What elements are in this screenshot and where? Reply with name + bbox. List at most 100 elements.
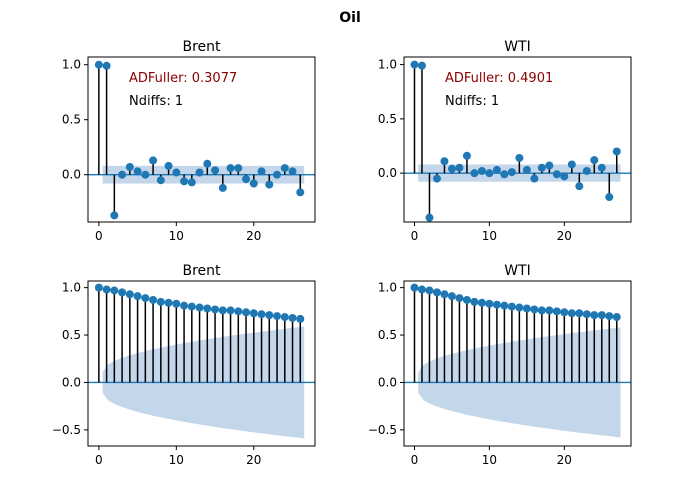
x-tick-label: 0 [411,453,419,467]
marker-lag-11 [180,177,189,186]
marker-lag-20 [249,309,258,318]
marker-lag-4 [125,163,134,171]
marker-lag-7 [149,156,158,165]
marker-lag-20 [560,308,569,317]
axes-frame [403,56,632,223]
marker-lag-21 [257,310,266,319]
marker-lag-26 [296,188,305,197]
marker-lag-0 [410,60,419,69]
marker-lag-8 [470,169,479,178]
marker-lag-4 [440,290,449,299]
y-tick-label: 1.0 [378,58,397,72]
marker-lag-8 [156,176,165,185]
marker-lag-26 [605,193,614,202]
marker-lag-2 [110,286,119,295]
marker-lag-22 [575,182,584,191]
marker-lag-12 [500,301,509,310]
marker-lag-2 [110,211,119,220]
x-tick-label: 10 [482,453,497,467]
marker-lag-17 [537,163,546,172]
y-tick-label: 1.0 [62,58,81,72]
y-tick-label: −0.5 [368,423,397,437]
marker-lag-3 [118,288,127,297]
marker-lag-22 [575,309,584,318]
marker-lag-21 [567,309,576,318]
marker-lag-14 [203,304,212,313]
panel-acf-wti: 0 10 20 0.0 0.5 1.0 WTI ADFuller: 0.4901 Ndiffs:… [378,39,632,243]
marker-lag-10 [172,299,181,308]
marker-lag-16 [530,305,539,314]
x-tick-label: 10 [482,229,497,243]
marker-lag-2 [425,286,434,295]
panel-acf-brent: 0 10 20 0.0 0.5 1.0 Brent ADFuller: 0.3077 Ndiff… [62,39,316,243]
marker-lag-16 [218,183,227,192]
panel-title: WTI [504,39,531,55]
marker-lag-7 [149,295,158,304]
marker-lag-11 [492,165,501,174]
marker-lag-7 [462,295,471,304]
y-tick-label: 0.0 [378,166,397,180]
marker-lag-1 [417,61,426,70]
marker-lag-25 [597,163,606,172]
marker-lag-14 [515,153,524,162]
x-tick-label: 20 [557,453,572,467]
marker-lag-21 [257,167,266,176]
marker-lag-10 [485,169,494,178]
marker-lag-22 [265,180,274,189]
panel-title: WTI [504,263,531,279]
x-tick-label: 20 [557,229,572,243]
marker-lag-5 [447,164,456,173]
marker-lag-24 [590,311,599,320]
marker-lag-24 [280,313,289,322]
marker-lag-25 [288,313,297,322]
marker-lag-16 [218,306,227,315]
marker-lag-27 [612,147,621,156]
marker-lag-12 [187,178,196,187]
marker-lag-23 [273,170,282,179]
marker-lag-23 [582,310,591,319]
marker-lag-26 [605,312,614,321]
ndiffs-annotation: Ndiffs: 1 [445,94,499,109]
marker-lag-15 [522,304,531,313]
x-tick-label: 20 [246,229,261,243]
marker-lag-1 [102,285,111,294]
marker-lag-6 [455,294,464,303]
axes-frame [87,280,316,447]
marker-lag-5 [133,292,142,301]
adfuller-annotation: ADFuller: 0.4901 [445,71,553,86]
y-tick-label: 1.0 [378,281,397,295]
y-tick-label: 0.0 [62,168,81,182]
marker-lag-23 [582,166,591,175]
marker-lag-18 [234,307,243,316]
marker-lag-13 [507,168,516,177]
marker-lag-23 [273,312,282,321]
x-tick-label: 0 [95,453,103,467]
marker-lag-15 [211,305,220,314]
marker-lag-0 [94,283,103,292]
marker-lag-1 [102,61,111,70]
y-tick-label: 0.5 [62,113,81,127]
marker-lag-21 [567,160,576,169]
marker-lag-26 [296,314,305,323]
x-tick-label: 0 [95,229,103,243]
y-tick-label: 0.5 [378,328,397,342]
panel-title: Brent [182,39,221,55]
marker-lag-0 [94,60,103,69]
marker-lag-25 [597,311,606,320]
marker-lag-16 [530,174,539,183]
marker-lag-24 [280,164,289,173]
marker-lag-4 [440,157,449,166]
marker-lag-6 [455,163,464,172]
y-tick-label: 0.0 [378,375,397,389]
marker-lag-24 [590,156,599,165]
marker-lag-7 [462,151,471,160]
marker-lag-13 [195,303,204,312]
marker-lag-3 [118,170,127,179]
marker-lag-17 [226,306,235,315]
marker-lag-25 [288,167,297,176]
marker-lag-0 [410,283,419,292]
marker-lag-2 [425,213,434,222]
marker-lag-20 [560,172,569,181]
marker-lag-9 [164,298,173,307]
marker-lag-10 [172,168,181,177]
